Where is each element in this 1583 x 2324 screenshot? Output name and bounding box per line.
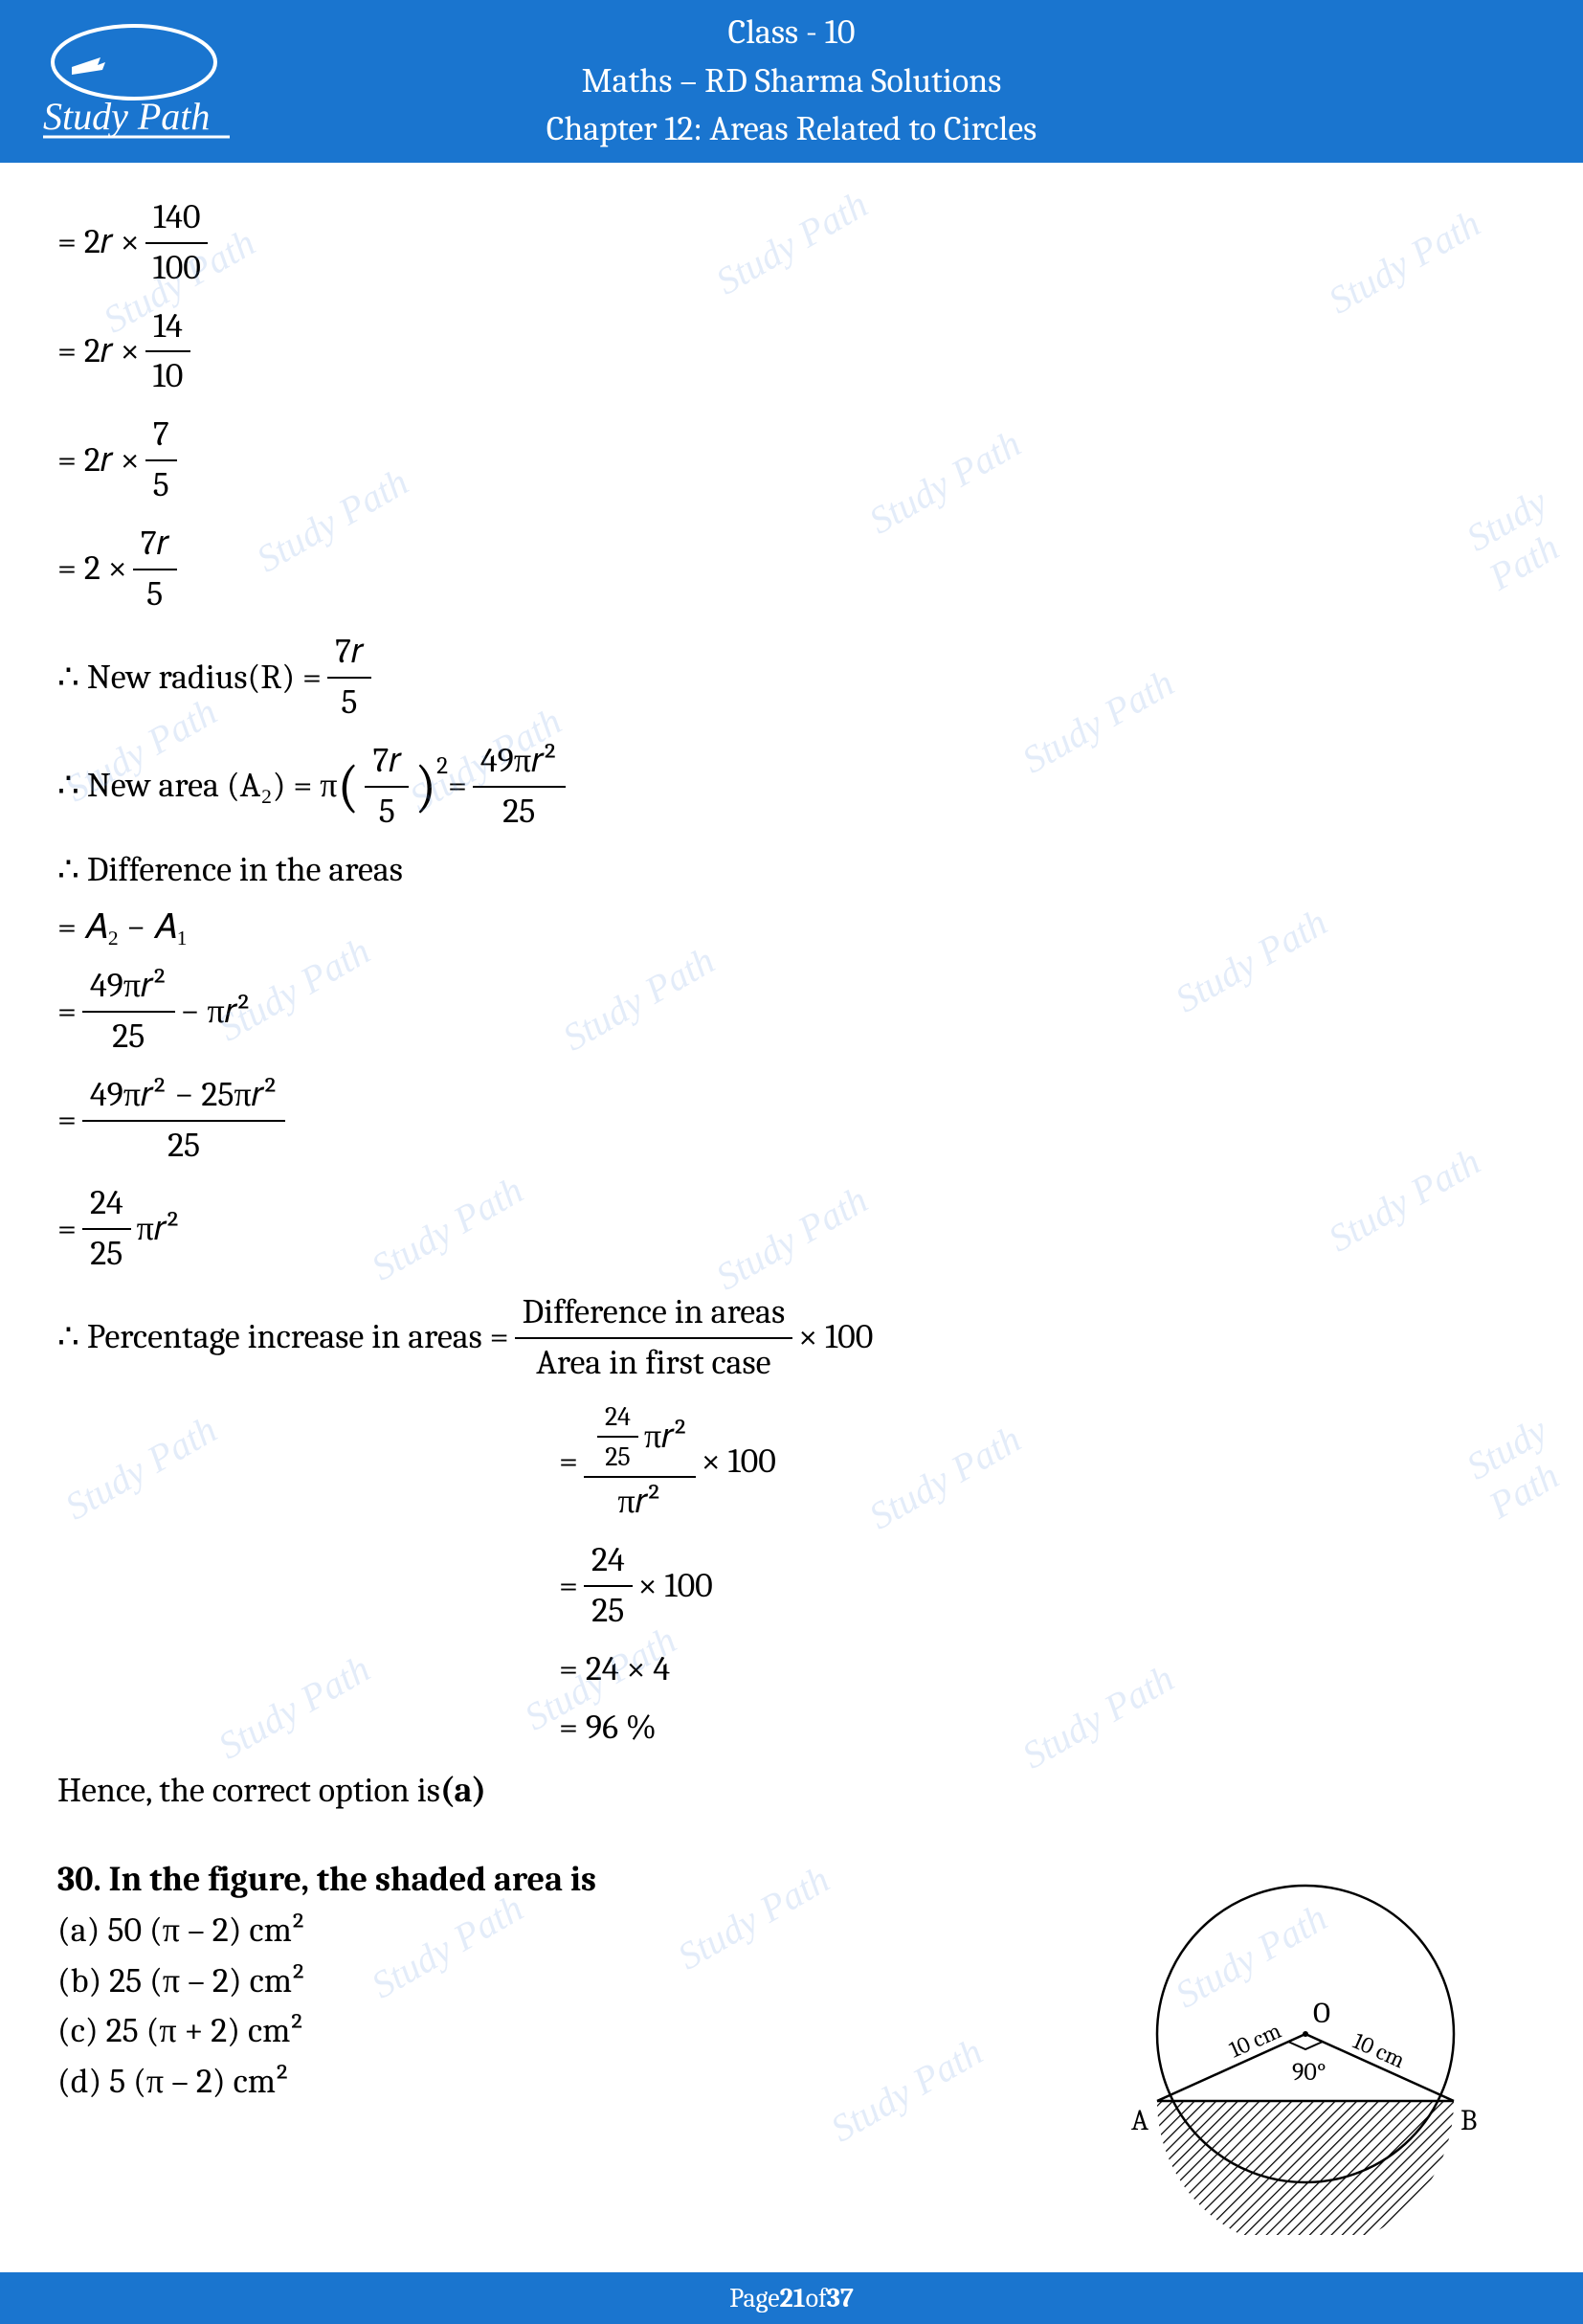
svg-text:Study Path: Study Path — [43, 95, 210, 138]
step-3: = 2𝑟 × 75 — [57, 413, 1526, 508]
pct-step-5: = 96 % — [559, 1706, 1526, 1751]
pct-step-2: = 2425 π𝑟² π𝑟² × 100 — [559, 1399, 1526, 1526]
conclusion: Hence, the correct option is (a) — [57, 1769, 1526, 1814]
page: Study PathStudy PathStudy PathStudy Path… — [0, 0, 1583, 2324]
circle-diagram: O A B 90° 10 cm 10 cm — [1085, 1852, 1526, 2247]
new-area: ∴ New area (A₂) = π ( 7𝑟5 ) 2 = 49π𝑟²25 — [57, 739, 1526, 835]
label-angle: 90° — [1292, 2058, 1327, 2087]
header-text: Class - 10 Maths – RD Sharma Solutions C… — [546, 9, 1037, 153]
subject-label: Maths – RD Sharma Solutions — [546, 57, 1037, 105]
option-b: (b) 25 (π – 2) cm² — [57, 1959, 1047, 2004]
step-1: = 2𝑟 × 140100 — [57, 195, 1526, 291]
step-2: = 2𝑟 × 1410 — [57, 304, 1526, 400]
diff-step-2: = 49π𝑟²25 − π𝑟² — [57, 964, 1526, 1060]
pct-formula: ∴ Percentage increase in areas = Differe… — [57, 1290, 1526, 1386]
diff-step-3: = 49π𝑟² − 25π𝑟²25 — [57, 1073, 1526, 1169]
page-header: Study Path Class - 10 Maths – RD Sharma … — [0, 0, 1583, 163]
label-O: O — [1313, 1997, 1330, 2030]
class-label: Class - 10 — [546, 9, 1037, 56]
option-d: (d) 5 (π – 2) cm² — [57, 2060, 1047, 2105]
chapter-label: Chapter 12: Areas Related to Circles — [546, 105, 1037, 153]
diff-step-4: = 2425 π𝑟² — [57, 1181, 1526, 1277]
page-footer: Page 21 of 37 — [0, 2272, 1583, 2324]
option-c: (c) 25 (π + 2) cm² — [57, 2009, 1047, 2054]
diff-step-1: = 𝐴₂ − 𝐴₁ — [57, 905, 1526, 950]
content-area: = 2𝑟 × 140100 = 2𝑟 × 1410 = 2𝑟 × 75 = 2 … — [0, 163, 1583, 2324]
pct-step-4: = 24 × 4 — [559, 1647, 1526, 1692]
new-radius: ∴ New radius(R) = 7𝑟5 — [57, 630, 1526, 726]
option-a: (a) 50 (π – 2) cm² — [57, 1909, 1047, 1954]
pct-step-3: = 2425 × 100 — [559, 1538, 1526, 1634]
label-B: B — [1460, 2104, 1477, 2137]
question-text: 30. In the figure, the shaded area is (a… — [57, 1852, 1047, 2111]
label-A: A — [1131, 2104, 1148, 2137]
question-30: 30. In the figure, the shaded area is (a… — [57, 1852, 1526, 2247]
question-title: 30. In the figure, the shaded area is — [57, 1858, 1047, 1903]
diff-label: ∴ Difference in the areas — [57, 848, 1526, 893]
brand-logo: Study Path — [29, 19, 239, 147]
step-4: = 2 × 7𝑟5 — [57, 522, 1526, 617]
